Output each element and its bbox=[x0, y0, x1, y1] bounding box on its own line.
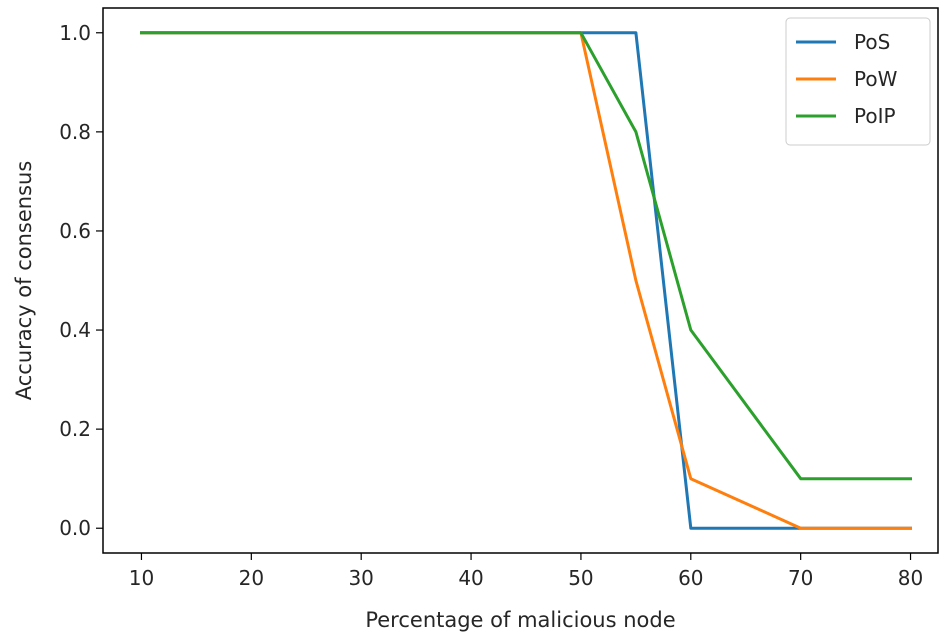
legend-label-pos: PoS bbox=[854, 30, 890, 54]
y-tick-label: 1.0 bbox=[59, 21, 91, 45]
x-tick-label: 20 bbox=[239, 566, 264, 590]
x-axis-label: Percentage of malicious node bbox=[365, 608, 675, 632]
legend: PoS PoW PoIP bbox=[785, 17, 931, 146]
x-tick-label: 10 bbox=[129, 566, 154, 590]
x-tick-label: 70 bbox=[788, 566, 813, 590]
series-line-poip bbox=[140, 31, 912, 481]
plot-frame bbox=[102, 7, 939, 554]
y-tick-label: 0.4 bbox=[59, 318, 91, 342]
x-tick-label: 40 bbox=[458, 566, 483, 590]
x-tick-label: 80 bbox=[898, 566, 923, 590]
series-layer bbox=[140, 31, 912, 530]
y-tick-label: 0.8 bbox=[59, 120, 91, 144]
legend-box bbox=[785, 17, 931, 146]
ticks-layer: 10 20 30 40 50 60 70 80 0.0 0.2 0.4 0.6 0.8 1.0 bbox=[59, 21, 923, 590]
y-tick-label: 0.0 bbox=[59, 516, 91, 540]
y-tick-label: 0.6 bbox=[59, 219, 91, 243]
x-tick-label: 30 bbox=[348, 566, 373, 590]
legend-label-poip: PoIP bbox=[854, 104, 896, 128]
y-tick-label: 0.2 bbox=[59, 417, 91, 441]
x-tick-label: 50 bbox=[568, 566, 593, 590]
x-tick-label: 60 bbox=[678, 566, 703, 590]
legend-label-pow: PoW bbox=[854, 67, 898, 91]
y-axis-label: Accuracy of consensus bbox=[12, 161, 36, 401]
